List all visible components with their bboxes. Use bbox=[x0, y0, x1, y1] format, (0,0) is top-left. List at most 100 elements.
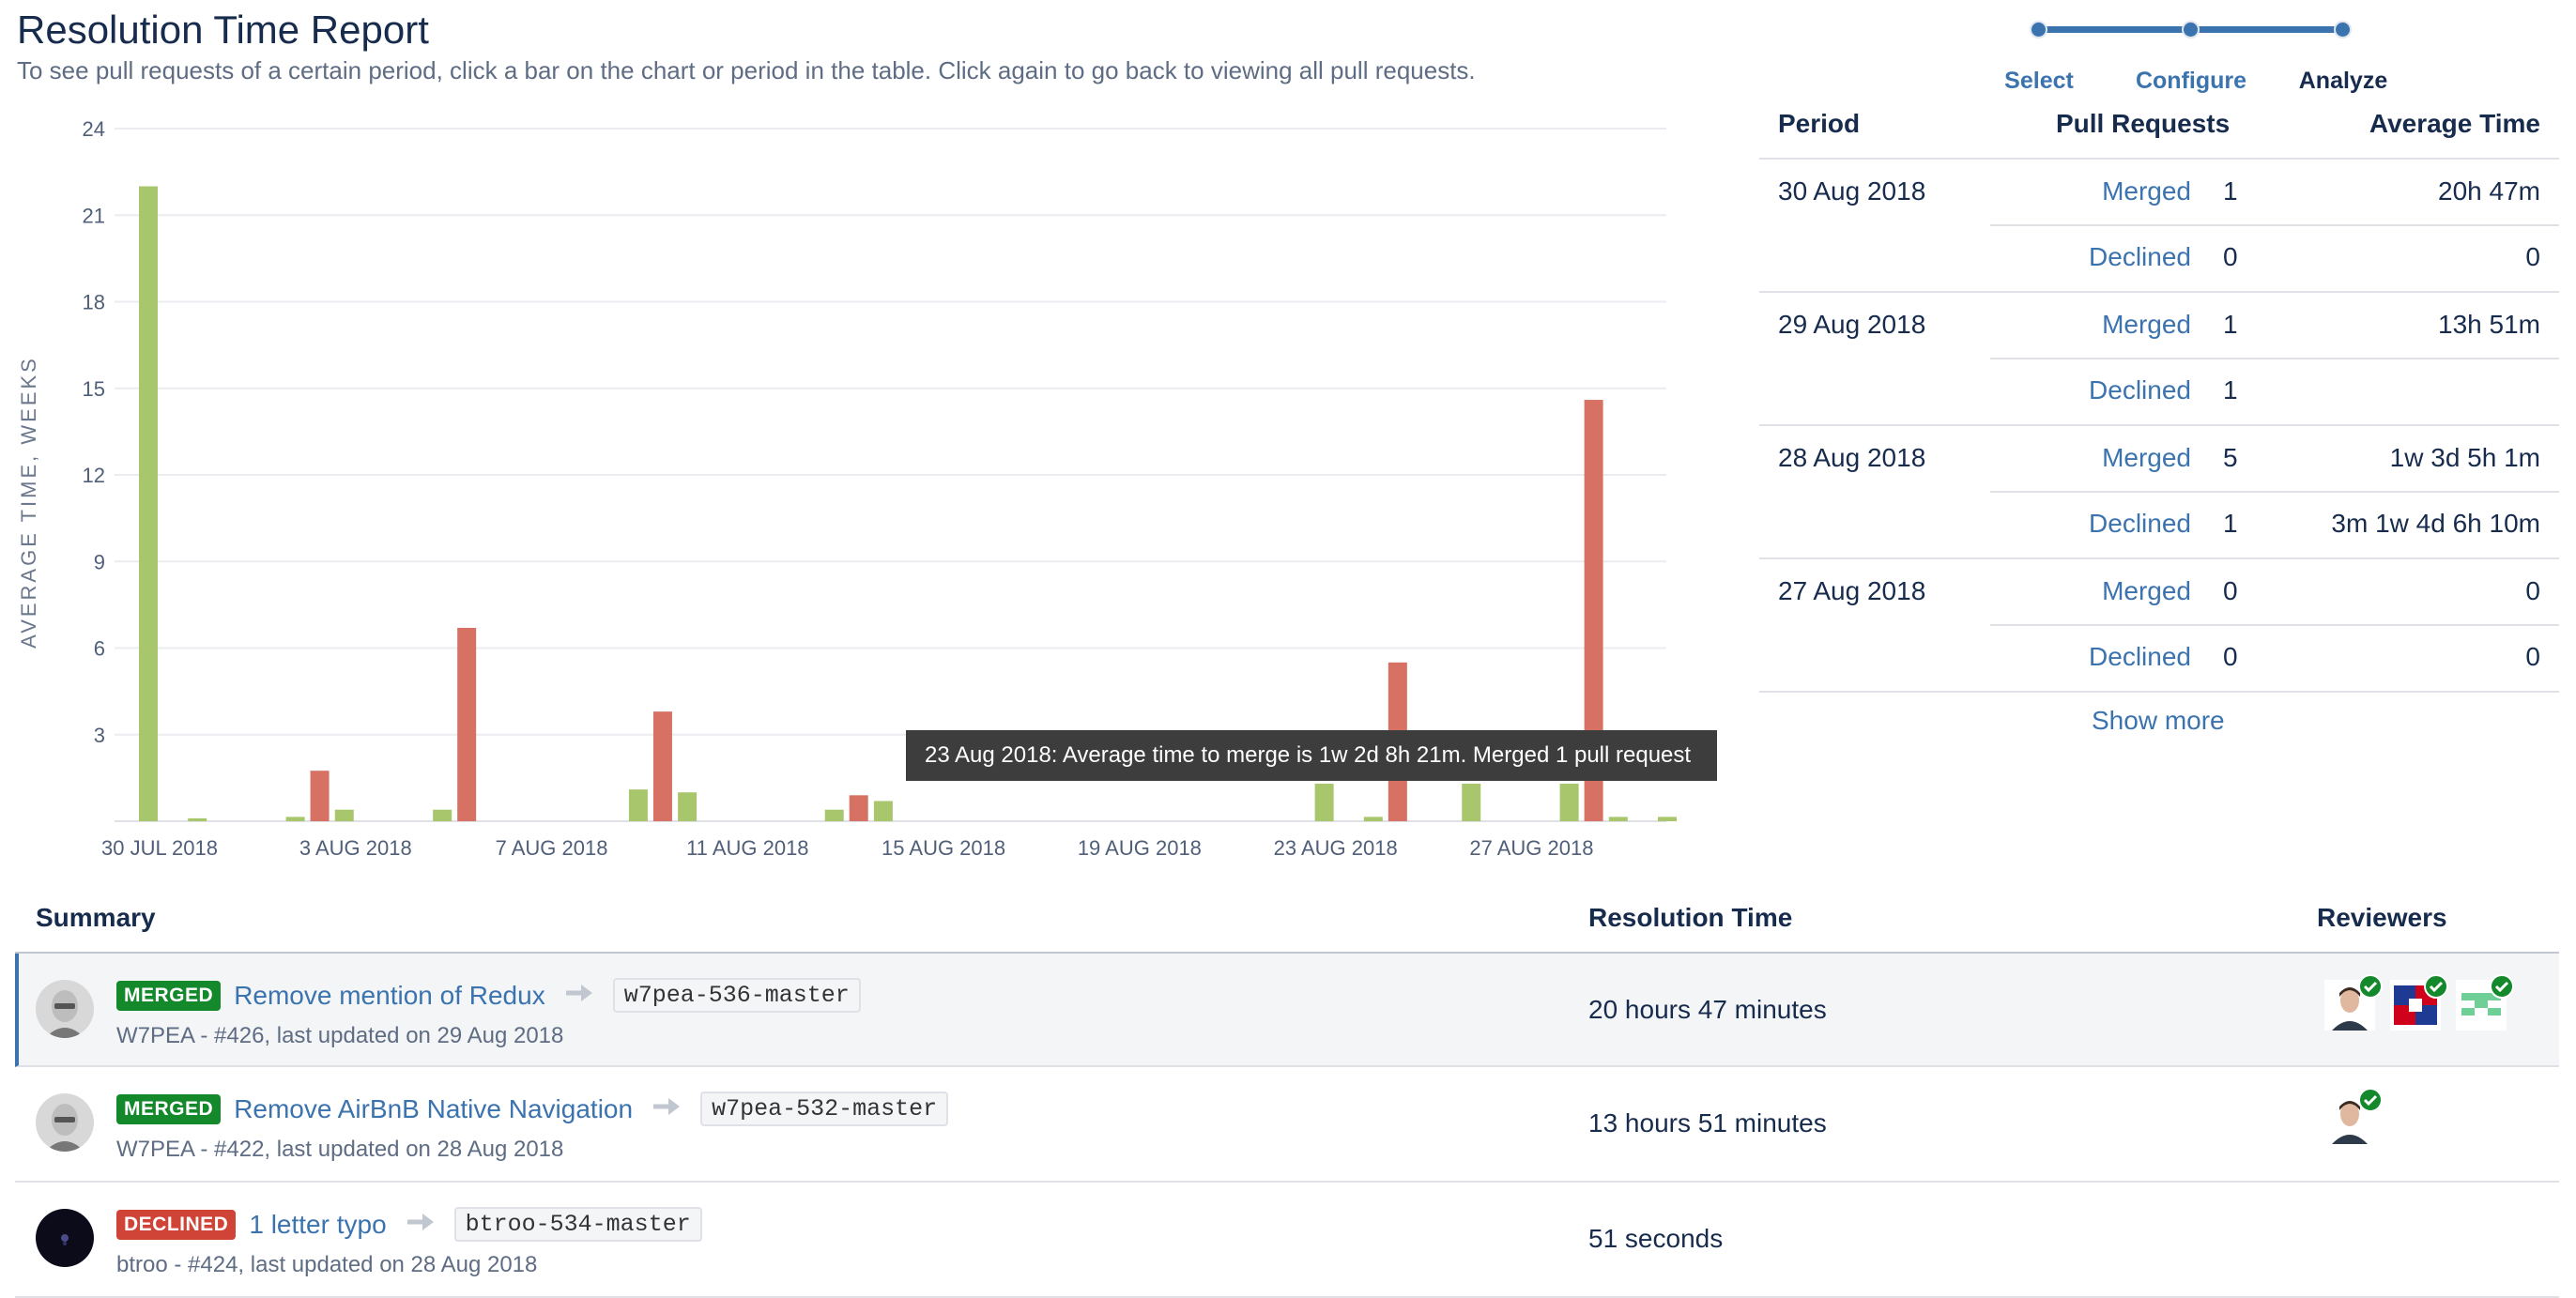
period-date-link[interactable]: 27 Aug 2018 bbox=[1778, 576, 1926, 605]
author-avatar bbox=[36, 980, 94, 1038]
page-subtitle: To see pull requests of a certain period… bbox=[17, 56, 1476, 84]
period-column-header: Period bbox=[1778, 109, 1861, 138]
chart-bar[interactable] bbox=[285, 817, 305, 821]
average-time-value: 20h 47m bbox=[2438, 176, 2540, 206]
period-date-link[interactable]: 29 Aug 2018 bbox=[1778, 310, 1926, 339]
approved-check-icon bbox=[2490, 974, 2514, 999]
chart-bar[interactable] bbox=[873, 801, 893, 821]
pull-request-count: 1 bbox=[2223, 176, 2238, 206]
chart-bar[interactable] bbox=[334, 809, 354, 821]
pull-request-row[interactable]: DECLINED 1 letter typo btroo-534-master … bbox=[15, 1183, 2559, 1298]
pull-request-title-line: MERGED Remove mention of Redux w7pea-536… bbox=[116, 978, 861, 1013]
chart-y-axis-label: AVERAGE TIME, WEEKS bbox=[17, 356, 40, 649]
period-date-link[interactable]: 30 Aug 2018 bbox=[1778, 176, 1926, 206]
chart-bar[interactable] bbox=[1559, 784, 1579, 821]
declined-link[interactable]: Declined bbox=[2089, 242, 2191, 271]
step-select-link[interactable]: Select bbox=[2004, 68, 2074, 94]
chart-bar[interactable] bbox=[1608, 817, 1628, 821]
resolution-time-value: 13 hours 51 minutes bbox=[1588, 1108, 1827, 1138]
chart-bar[interactable] bbox=[628, 789, 648, 821]
approved-check-icon bbox=[2358, 1088, 2383, 1112]
author-avatar bbox=[36, 1093, 94, 1152]
average-time-value: 0 bbox=[2525, 642, 2540, 671]
resolution-time-chart: 3 6 9 12 15 18 21 24 30 JUL 2018 3 AUG 2018 7 AUG… bbox=[17, 117, 1677, 860]
declined-link[interactable]: Declined bbox=[2089, 509, 2191, 538]
chart-bar[interactable] bbox=[824, 809, 844, 821]
reviewer-avatar bbox=[2456, 974, 2514, 1031]
period-row: Declined 1 3m 1w 4d 6h 10m bbox=[1990, 492, 2559, 557]
merged-link[interactable]: Merged bbox=[2102, 576, 2191, 605]
period-group: 28 Aug 2018 Merged 5 1w 3d 5h 1m Declined 1 3m… bbox=[1759, 426, 2559, 559]
pull-request-count: 1 bbox=[2223, 375, 2238, 405]
period-row: Merged 1 20h 47m bbox=[1990, 160, 2559, 226]
y-tick-label: 9 bbox=[94, 550, 105, 573]
chart-tooltip: 23 Aug 2018: Average time to merge is 1w… bbox=[906, 730, 1717, 781]
x-tick-label: 23 AUG 2018 bbox=[1274, 836, 1398, 860]
period-row: Merged 0 0 bbox=[1990, 559, 2559, 626]
x-tick-label: 3 AUG 2018 bbox=[299, 836, 412, 860]
approved-check-icon bbox=[2358, 974, 2383, 999]
arrow-right-icon bbox=[564, 983, 596, 1008]
pull-request-row[interactable]: MERGED Remove AirBnB Native Navigation w… bbox=[15, 1067, 2559, 1183]
reviewer-avatar bbox=[2324, 974, 2383, 1031]
x-tick-label: 19 AUG 2018 bbox=[1078, 836, 1202, 860]
chart-bar[interactable] bbox=[1314, 784, 1334, 821]
chart-bar[interactable] bbox=[849, 795, 868, 821]
x-tick-label: 15 AUG 2018 bbox=[882, 836, 1005, 860]
period-group: 27 Aug 2018 Merged 0 0 Declined 0 0 bbox=[1759, 559, 2559, 693]
chart-bar[interactable] bbox=[433, 809, 452, 821]
period-row: Merged 5 1w 3d 5h 1m bbox=[1990, 426, 2559, 493]
pull-request-row[interactable]: MERGED Remove mention of Redux w7pea-536… bbox=[15, 954, 2559, 1067]
declined-link[interactable]: Declined bbox=[2089, 642, 2191, 671]
target-branch-lozenge[interactable]: btroo-534-master bbox=[453, 1207, 702, 1242]
average-time-value: 13h 51m bbox=[2438, 310, 2540, 339]
y-tick-label: 21 bbox=[83, 204, 105, 227]
page-title: Resolution Time Report bbox=[17, 8, 429, 52]
merged-link[interactable]: Merged bbox=[2102, 176, 2191, 206]
declined-link[interactable]: Declined bbox=[2089, 375, 2191, 405]
x-tick-label: 11 AUG 2018 bbox=[686, 836, 808, 860]
x-tick-label: 7 AUG 2018 bbox=[496, 836, 608, 860]
chart-bar[interactable] bbox=[1462, 784, 1481, 821]
status-lozenge: DECLINED bbox=[116, 1209, 237, 1240]
chart-bar[interactable] bbox=[1584, 400, 1603, 821]
average-time-value: 0 bbox=[2525, 576, 2540, 605]
step-configure-link[interactable]: Configure bbox=[2135, 68, 2247, 94]
pull-request-count: 1 bbox=[2223, 509, 2238, 538]
chart-bar[interactable] bbox=[457, 627, 477, 821]
target-branch-lozenge[interactable]: w7pea-532-master bbox=[700, 1092, 949, 1126]
step-dot-select[interactable] bbox=[2030, 21, 2047, 38]
period-group: 30 Aug 2018 Merged 1 20h 47m Declined 0 0 bbox=[1759, 160, 2559, 293]
chart-bar[interactable] bbox=[188, 817, 207, 821]
chart-bar[interactable] bbox=[310, 771, 330, 821]
average-time-value: 1w 3d 5h 1m bbox=[2389, 443, 2540, 472]
pull-request-title-link[interactable]: 1 letter typo bbox=[249, 1209, 387, 1239]
merged-link[interactable]: Merged bbox=[2102, 310, 2191, 339]
step-dot-analyze bbox=[2334, 21, 2352, 38]
arrow-right-icon bbox=[652, 1096, 683, 1122]
pull-request-title-link[interactable]: Remove mention of Redux bbox=[234, 980, 545, 1010]
y-tick-label: 24 bbox=[83, 117, 105, 141]
chart-bar[interactable] bbox=[1363, 817, 1383, 821]
pull-request-title-link[interactable]: Remove AirBnB Native Navigation bbox=[234, 1093, 634, 1123]
show-more-link[interactable]: Show more bbox=[2092, 706, 2225, 735]
merged-link[interactable]: Merged bbox=[2102, 443, 2191, 472]
step-dot-configure[interactable] bbox=[2182, 21, 2200, 38]
chart-bar[interactable] bbox=[139, 186, 158, 822]
period-date-link[interactable]: 28 Aug 2018 bbox=[1778, 443, 1926, 472]
chart-bar[interactable] bbox=[652, 711, 672, 821]
chart-bar[interactable] bbox=[1658, 817, 1677, 821]
period-table-header: Period Pull Requests Average Time bbox=[1759, 105, 2559, 160]
status-lozenge: MERGED bbox=[116, 1093, 222, 1124]
step-analyze-label: Analyze bbox=[2298, 68, 2388, 94]
y-tick-label: 6 bbox=[94, 637, 105, 661]
arrow-right-icon bbox=[406, 1212, 437, 1237]
x-tick-label: 30 JUL 2018 bbox=[101, 836, 218, 860]
period-row: Merged 1 13h 51m bbox=[1990, 293, 2559, 359]
chart-bar[interactable] bbox=[678, 792, 698, 821]
pull-request-meta: W7PEA - #422, last updated on 28 Aug 201… bbox=[116, 1137, 564, 1162]
reviewers-list bbox=[2324, 1088, 2383, 1144]
target-branch-lozenge[interactable]: w7pea-536-master bbox=[612, 978, 861, 1013]
period-group: 29 Aug 2018 Merged 1 13h 51m Declined 1 bbox=[1759, 293, 2559, 426]
period-row: Declined 0 0 bbox=[1990, 225, 2559, 290]
